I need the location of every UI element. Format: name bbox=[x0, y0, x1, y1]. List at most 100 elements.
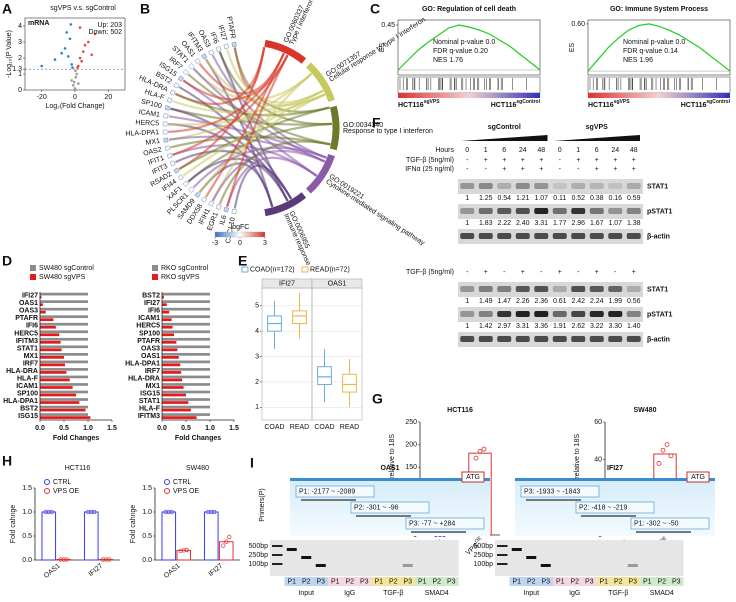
blot-label: STAT1 bbox=[647, 286, 668, 293]
bar bbox=[83, 511, 99, 561]
bar bbox=[40, 292, 88, 296]
x-axis-label: Fold Changes bbox=[53, 435, 99, 442]
ribbon bbox=[218, 140, 331, 205]
group-label: Input bbox=[298, 590, 314, 597]
gene-box bbox=[163, 137, 169, 143]
band bbox=[497, 183, 512, 189]
ribbon bbox=[204, 52, 285, 198]
band bbox=[626, 286, 641, 292]
hour-label: 24 bbox=[519, 147, 527, 154]
bar bbox=[162, 322, 210, 326]
point bbox=[209, 509, 214, 515]
panel-label: B bbox=[140, 1, 150, 17]
y-tick-label: 0.60 bbox=[571, 21, 585, 28]
legend-swatch bbox=[30, 274, 36, 280]
gel-band bbox=[627, 564, 638, 567]
lane-label: P3 bbox=[672, 578, 681, 585]
bar bbox=[40, 371, 67, 374]
lane-label: P3 bbox=[541, 578, 550, 585]
band bbox=[571, 286, 586, 292]
blot-membrane bbox=[458, 229, 643, 244]
point bbox=[58, 557, 63, 562]
gel bbox=[495, 540, 684, 576]
lane-label: P1 bbox=[512, 578, 521, 585]
band bbox=[478, 183, 493, 189]
quant-label: 1.38 bbox=[627, 220, 641, 227]
gene-label: HERC5 bbox=[135, 119, 159, 127]
gel-band bbox=[526, 556, 537, 559]
group-label: SMAD4 bbox=[650, 590, 674, 597]
x-tick-label: 0.0 bbox=[35, 425, 45, 432]
bar bbox=[40, 401, 80, 404]
bar bbox=[40, 393, 76, 397]
ribbon bbox=[192, 146, 327, 189]
gene-title: IFI27 bbox=[607, 465, 623, 472]
facet-frame bbox=[261, 287, 313, 421]
gel-band bbox=[286, 548, 297, 551]
band bbox=[478, 286, 493, 292]
point bbox=[61, 557, 66, 562]
treatment-sign: - bbox=[577, 269, 580, 276]
point bbox=[72, 80, 76, 84]
bar bbox=[40, 300, 88, 303]
band bbox=[552, 311, 567, 317]
category-label: IFI27 bbox=[144, 300, 160, 307]
treatment-sign: + bbox=[539, 166, 543, 173]
y-tick-label: 0.0 bbox=[22, 557, 32, 564]
point bbox=[80, 59, 83, 63]
point bbox=[477, 448, 483, 454]
gene-box bbox=[201, 196, 208, 203]
gene-box bbox=[215, 46, 222, 52]
band bbox=[497, 336, 512, 342]
chart-title: SW480 bbox=[186, 465, 209, 472]
rank-gradient bbox=[398, 93, 540, 98]
category-label: ICAM1 bbox=[138, 315, 160, 322]
bar bbox=[40, 356, 64, 359]
band bbox=[478, 233, 493, 239]
group-label: Input bbox=[523, 590, 539, 597]
annotation: Up: 203 bbox=[97, 22, 122, 29]
term-name: Cellular response to type I interferon bbox=[328, 16, 427, 83]
band bbox=[571, 336, 586, 342]
lane-label: P2 bbox=[614, 578, 623, 585]
gene-label: IFI27 bbox=[216, 24, 227, 41]
legend-marker bbox=[44, 488, 50, 494]
gene-box bbox=[201, 53, 208, 60]
point bbox=[74, 75, 78, 79]
gene-label: HLA-DPA1 bbox=[125, 129, 159, 138]
group-label: SMAD4 bbox=[425, 590, 449, 597]
lane-label: P3 bbox=[628, 578, 637, 585]
group-label: IgG bbox=[569, 590, 580, 597]
band bbox=[571, 208, 586, 214]
quant-label: 1 bbox=[465, 220, 469, 227]
rank-label: HCT116sgVPS bbox=[398, 99, 440, 109]
point bbox=[68, 37, 72, 41]
point bbox=[212, 509, 217, 515]
axis-label: Primers(P) bbox=[259, 488, 266, 521]
facet-strip bbox=[311, 278, 363, 289]
point bbox=[64, 557, 69, 562]
band bbox=[608, 233, 623, 239]
primer-label: P3: -77 ~ +284 bbox=[409, 520, 455, 527]
x-tick-label: 0.0 bbox=[157, 425, 167, 432]
lane-label: P1 bbox=[556, 578, 565, 585]
y-tick-label: 2 bbox=[255, 379, 259, 386]
panel-label: C bbox=[370, 1, 380, 17]
bar bbox=[162, 413, 210, 416]
gel bbox=[270, 540, 459, 576]
point bbox=[656, 461, 662, 466]
quant-label: 1 bbox=[465, 323, 469, 330]
lane-strip bbox=[328, 577, 372, 586]
band bbox=[515, 208, 530, 214]
legend-marker bbox=[164, 488, 170, 494]
bar bbox=[162, 340, 177, 344]
treatment-sign: + bbox=[576, 157, 580, 164]
lane-label: P1 bbox=[287, 578, 296, 585]
stat-text: FDR q-value 0.20 bbox=[433, 48, 488, 55]
treatment-sign: - bbox=[559, 166, 562, 173]
bar bbox=[40, 378, 70, 382]
point bbox=[90, 53, 93, 57]
atg-label: ATG bbox=[466, 474, 480, 481]
bar bbox=[162, 307, 210, 311]
gene-box bbox=[173, 167, 180, 174]
